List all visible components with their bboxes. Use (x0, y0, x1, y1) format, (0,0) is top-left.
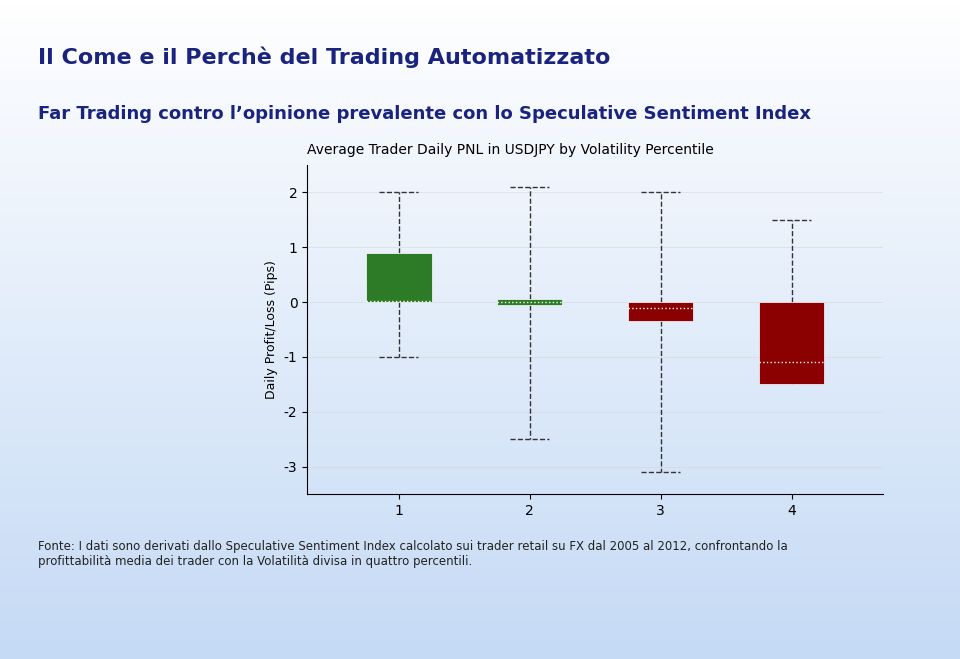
Text: Fonte: I dati sono derivati dallo Speculative Sentiment Index calcolato sui trad: Fonte: I dati sono derivati dallo Specul… (38, 540, 788, 568)
Bar (497, 299, 563, 304)
Bar (758, 302, 825, 384)
Bar (628, 302, 693, 322)
Text: Il Come e il Perchè del Trading Automatizzato: Il Come e il Perchè del Trading Automati… (38, 46, 611, 68)
Text: Far Trading contro l’opinione prevalente con lo Speculative Sentiment Index: Far Trading contro l’opinione prevalente… (38, 105, 811, 123)
Y-axis label: Daily Profit/Loss (Pips): Daily Profit/Loss (Pips) (265, 260, 278, 399)
Text: Average Trader Daily PNL in USDJPY by Volatility Percentile: Average Trader Daily PNL in USDJPY by Vo… (307, 142, 714, 157)
Bar (366, 252, 432, 302)
